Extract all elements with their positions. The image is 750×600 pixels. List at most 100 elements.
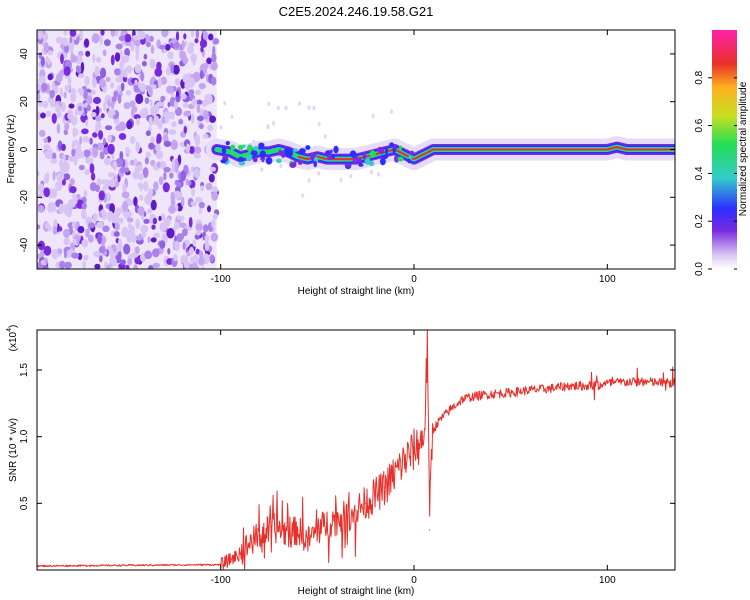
noise-speckle bbox=[78, 164, 85, 171]
noise-speckle bbox=[76, 66, 82, 74]
noise-speckle bbox=[165, 66, 172, 76]
noise-speckle bbox=[81, 128, 89, 135]
noise-speckle bbox=[52, 225, 58, 235]
noise-speckle bbox=[40, 112, 46, 119]
ridge-blob bbox=[238, 160, 246, 166]
ridge-blob bbox=[352, 159, 356, 164]
noise-speckle bbox=[317, 171, 321, 176]
snr-ytick-label: 0.5 bbox=[19, 496, 30, 510]
noise-speckle bbox=[171, 121, 177, 128]
snr-panel: -100 0 100 0.5 1.0 1.5 Height of straight lin… bbox=[6, 325, 676, 597]
noise-speckle bbox=[62, 39, 68, 47]
noise-speckle bbox=[95, 184, 100, 193]
ridge-blob bbox=[292, 148, 298, 152]
noise-speckle bbox=[153, 232, 160, 239]
noise-speckle bbox=[63, 173, 71, 181]
noise-speckle bbox=[133, 106, 138, 113]
noise-speckle bbox=[307, 178, 311, 183]
noise-speckle bbox=[180, 170, 187, 182]
noise-speckle bbox=[38, 183, 44, 194]
noise-speckle bbox=[144, 157, 149, 165]
colorbar-tick-label: 0.4 bbox=[694, 166, 705, 180]
noise-speckle bbox=[89, 137, 93, 145]
colorbar-tick-label: 0.0 bbox=[694, 262, 705, 276]
noise-speckle bbox=[78, 73, 85, 79]
noise-speckle bbox=[88, 222, 95, 229]
noise-speckle bbox=[168, 205, 176, 214]
noise-speckle bbox=[190, 53, 198, 63]
noise-speckle bbox=[51, 113, 57, 124]
snr-xtick-label: 100 bbox=[599, 575, 616, 586]
noise-speckle bbox=[189, 146, 195, 154]
noise-speckle bbox=[160, 95, 166, 102]
noise-speckle bbox=[59, 260, 66, 269]
noise-speckle bbox=[160, 76, 167, 85]
noise-speckle bbox=[137, 173, 145, 181]
ridge-blob bbox=[362, 152, 367, 160]
noise-speckle bbox=[105, 125, 113, 131]
noise-speckle bbox=[188, 42, 195, 48]
spectrogram-noise-region bbox=[37, 30, 393, 269]
noise-speckle bbox=[204, 94, 209, 105]
noise-speckle bbox=[50, 202, 57, 213]
noise-speckle bbox=[109, 250, 115, 260]
noise-speckle bbox=[62, 161, 70, 173]
noise-speckle bbox=[63, 129, 68, 136]
noise-speckle bbox=[166, 218, 171, 227]
noise-speckle bbox=[72, 127, 77, 138]
noise-speckle bbox=[140, 71, 144, 82]
noise-speckle bbox=[174, 162, 179, 173]
colorbar-gradient bbox=[712, 30, 737, 269]
colorbar-tick-label: 0.2 bbox=[694, 214, 705, 228]
noise-speckle bbox=[202, 62, 209, 69]
noise-speckle bbox=[107, 143, 115, 155]
noise-speckle bbox=[91, 33, 100, 44]
noise-speckle bbox=[119, 217, 124, 224]
ridge-blob bbox=[258, 142, 265, 148]
noise-speckle bbox=[124, 48, 130, 57]
noise-speckle bbox=[174, 240, 180, 252]
noise-speckle bbox=[48, 49, 53, 56]
noise-speckle bbox=[120, 166, 126, 174]
noise-speckle bbox=[167, 101, 171, 108]
noise-speckle bbox=[71, 142, 75, 150]
noise-speckle bbox=[163, 166, 171, 173]
noise-speckle bbox=[82, 260, 86, 269]
noise-speckle bbox=[193, 254, 199, 264]
noise-speckle bbox=[189, 246, 194, 256]
noise-speckle bbox=[150, 136, 155, 144]
noise-speckle bbox=[110, 54, 115, 66]
noise-speckle bbox=[312, 105, 316, 111]
noise-speckle bbox=[83, 189, 88, 198]
noise-speckle bbox=[111, 260, 118, 267]
noise-speckle bbox=[77, 226, 85, 234]
noise-speckle bbox=[117, 94, 122, 104]
noise-speckle bbox=[83, 106, 88, 115]
noise-speckle bbox=[185, 178, 189, 186]
noise-speckle bbox=[37, 83, 43, 91]
noise-speckle bbox=[107, 134, 112, 143]
ridge-blob bbox=[276, 158, 282, 164]
noise-speckle bbox=[196, 99, 203, 105]
noise-speckle bbox=[212, 213, 218, 220]
noise-speckle bbox=[79, 136, 83, 145]
noise-speckle bbox=[94, 263, 101, 269]
noise-speckle bbox=[147, 236, 151, 243]
noise-speckle bbox=[198, 201, 205, 209]
spectrogram-ytick-label: -40 bbox=[19, 237, 30, 252]
noise-speckle bbox=[177, 214, 181, 220]
noise-speckle bbox=[99, 34, 103, 46]
noise-speckle bbox=[100, 113, 105, 119]
ridge-blob bbox=[325, 150, 332, 155]
noise-speckle bbox=[230, 114, 234, 120]
noise-speckle bbox=[94, 66, 100, 77]
noise-speckle bbox=[56, 172, 65, 182]
noise-speckle bbox=[100, 30, 105, 36]
noise-speckle bbox=[37, 224, 41, 230]
noise-speckle bbox=[307, 105, 311, 110]
noise-speckle bbox=[113, 90, 119, 98]
noise-speckle bbox=[174, 107, 183, 116]
snr-series bbox=[37, 330, 675, 570]
noise-speckle bbox=[210, 232, 219, 242]
noise-speckle bbox=[121, 226, 129, 238]
